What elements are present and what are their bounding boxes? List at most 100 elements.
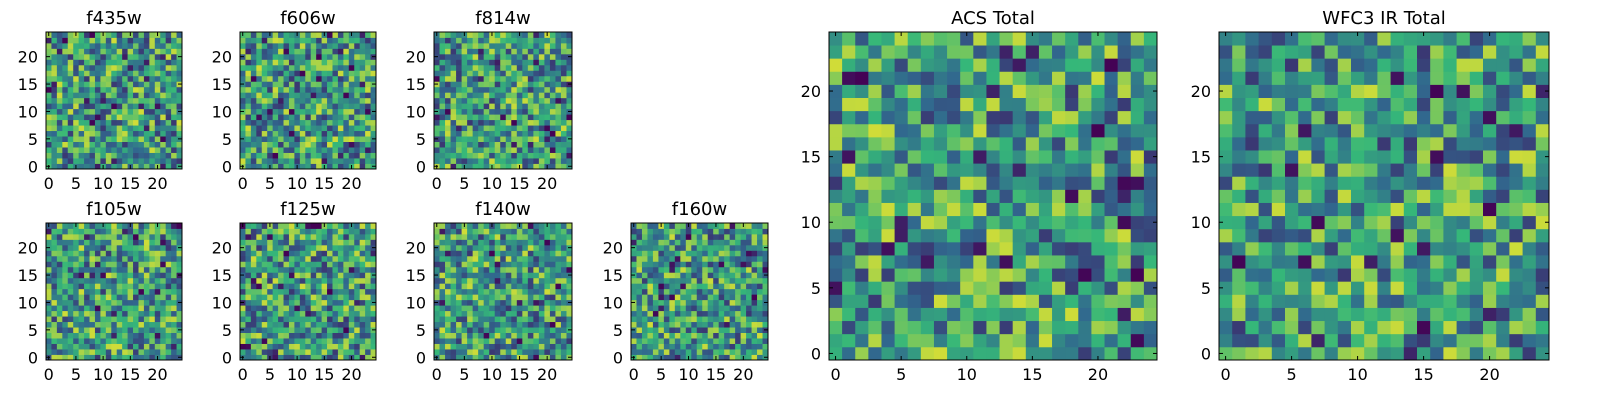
heatmap-cell	[751, 354, 758, 361]
y-tick-label: 20	[18, 239, 38, 258]
heatmap-cell	[261, 239, 268, 246]
heatmap-cell	[1143, 307, 1158, 322]
heatmap-cell	[960, 176, 974, 190]
heatmap-cell	[680, 354, 687, 361]
heatmap-cell	[294, 147, 301, 153]
heatmap-cell	[250, 239, 257, 246]
heatmap-cell	[450, 299, 457, 306]
heatmap-cell	[1091, 189, 1105, 203]
heatmap-cell	[461, 114, 468, 121]
heatmap-cell	[299, 152, 306, 159]
heatmap-cell	[240, 239, 246, 246]
heatmap-cell	[960, 202, 974, 217]
heatmap-cell	[472, 97, 479, 104]
heatmap-cell	[94, 125, 101, 132]
heatmap-cell	[250, 86, 257, 93]
y-tick-label: 20	[212, 239, 232, 258]
heatmap-cell	[283, 354, 290, 361]
heatmap-cell	[1012, 320, 1027, 335]
heatmap-cell	[549, 42, 556, 49]
heatmap-cell	[84, 288, 90, 295]
heatmap-cell	[94, 239, 101, 246]
heatmap-cell	[494, 92, 501, 99]
heatmap-cell	[94, 327, 101, 333]
heatmap-cell	[294, 327, 301, 333]
heatmap-cell	[450, 97, 457, 104]
heatmap-cell	[359, 92, 366, 99]
heatmap-cell	[111, 42, 118, 49]
heatmap-cell	[494, 343, 501, 350]
heatmap-cell	[354, 321, 361, 328]
heatmap-cell	[267, 125, 274, 132]
heatmap-cell	[94, 64, 101, 71]
heatmap-cell	[740, 338, 747, 344]
heatmap-cell	[478, 75, 485, 82]
heatmap-cell	[138, 244, 145, 251]
heatmap-cell	[171, 37, 177, 44]
heatmap-cell	[751, 316, 758, 323]
heatmap-cell	[555, 288, 562, 295]
heatmap-cell	[636, 223, 643, 229]
heatmap-cell	[256, 141, 263, 148]
heatmap-cell	[669, 310, 676, 317]
heatmap-cell	[516, 125, 523, 132]
heatmap-cell	[111, 158, 118, 164]
heatmap-cell	[538, 37, 545, 44]
heatmap-cell	[62, 316, 69, 323]
heatmap-cell	[472, 136, 479, 142]
heatmap-cell	[154, 48, 161, 55]
heatmap-cell	[1117, 163, 1132, 177]
heatmap-cell	[467, 48, 474, 55]
heatmap-cell	[51, 294, 58, 301]
heatmap-cell	[365, 108, 371, 115]
heatmap-cell	[439, 277, 446, 284]
heatmap-cell	[359, 332, 366, 339]
heatmap-cell	[544, 75, 551, 82]
heatmap-cell	[494, 97, 501, 104]
heatmap-cell	[332, 338, 339, 344]
heatmap-cell	[566, 37, 573, 44]
heatmap-cell	[343, 244, 350, 251]
heatmap-cell	[516, 272, 523, 279]
heatmap-cell	[478, 239, 485, 246]
heatmap-cell	[365, 103, 371, 110]
heatmap-cell	[641, 272, 648, 279]
heatmap-cell	[707, 332, 714, 339]
heatmap-cell	[245, 141, 252, 148]
heatmap-cell	[143, 228, 150, 235]
heatmap-cell	[149, 255, 156, 262]
heatmap-cell	[566, 233, 573, 240]
heatmap-cell	[505, 349, 512, 355]
heatmap-cell	[250, 136, 257, 142]
heatmap-cell	[316, 125, 322, 132]
heatmap-cell	[1012, 163, 1027, 177]
heatmap-cell	[472, 158, 479, 164]
heatmap-cell	[365, 223, 371, 229]
heatmap-cell	[669, 228, 676, 235]
heatmap-cell	[67, 321, 74, 328]
heatmap-cell	[165, 354, 172, 361]
heatmap-cell	[1091, 255, 1105, 269]
heatmap-cell	[702, 277, 709, 284]
heatmap-cell	[483, 70, 490, 77]
heatmap-cell	[354, 152, 361, 159]
heatmap-cell	[294, 42, 301, 49]
heatmap-cell	[154, 233, 161, 240]
heatmap-cell	[478, 277, 485, 284]
heatmap-cell	[294, 255, 301, 262]
heatmap-cell	[674, 244, 681, 251]
heatmap-cell	[516, 288, 523, 295]
heatmap-cell	[138, 163, 145, 170]
heatmap-cell	[1052, 346, 1066, 361]
heatmap-cell	[920, 241, 935, 256]
heatmap-cell	[343, 299, 350, 306]
heatmap-cell	[94, 228, 101, 235]
heatmap-cell	[288, 239, 295, 246]
heatmap-cell	[245, 136, 252, 142]
heatmap-cell	[250, 108, 257, 115]
heatmap-cell	[445, 244, 451, 251]
heatmap-cell	[1025, 346, 1040, 361]
heatmap-cell	[740, 321, 747, 328]
heatmap-cell	[527, 119, 534, 126]
heatmap-cell	[56, 59, 63, 66]
